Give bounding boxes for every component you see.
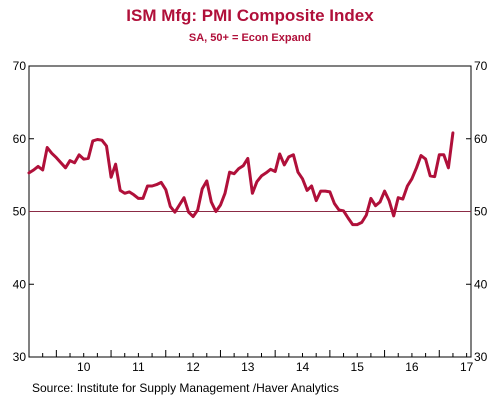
- y-tick-label-left: 40: [13, 277, 27, 291]
- y-tick-label-left: 70: [13, 59, 27, 73]
- y-tick-label-right: 70: [474, 59, 488, 73]
- source-note: Source: Institute for Supply Management …: [32, 381, 339, 395]
- x-tick-label: 17: [460, 360, 474, 374]
- pmi-series-line: [27, 131, 455, 227]
- x-tick-label: 13: [241, 360, 255, 374]
- y-tick-label-right: 30: [474, 350, 488, 364]
- y-tick-label-left: 30: [13, 350, 27, 364]
- y-tick-label-right: 60: [474, 132, 488, 146]
- x-tick-label: 10: [77, 360, 91, 374]
- x-tick-label: 14: [296, 360, 310, 374]
- x-tick-label: 15: [351, 360, 365, 374]
- y-tick-label-left: 60: [13, 132, 27, 146]
- x-tick-label: 12: [186, 360, 200, 374]
- chart-subtitle: SA, 50+ = Econ Expand: [188, 32, 312, 44]
- x-tick-label: 11: [132, 360, 145, 374]
- y-tick-label-left: 50: [13, 205, 27, 219]
- x-tick-label: 16: [405, 360, 419, 374]
- y-tick-label-right: 50: [474, 205, 488, 219]
- chart-title: ISM Mfg: PMI Composite Index: [126, 6, 374, 25]
- y-tick-label-right: 40: [474, 277, 488, 291]
